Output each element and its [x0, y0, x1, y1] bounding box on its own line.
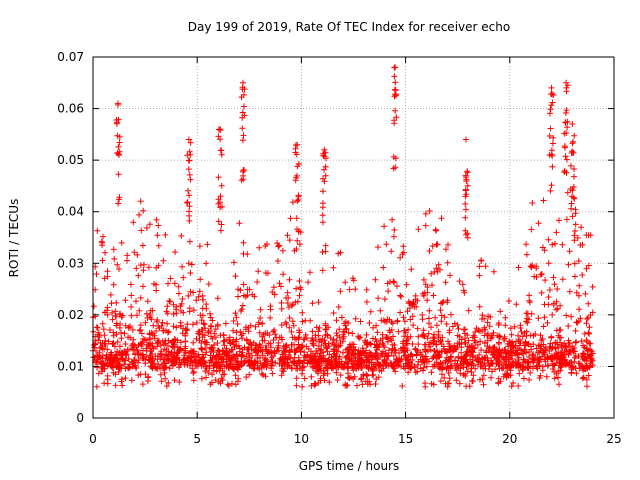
- y-tick-label: 0.05: [57, 153, 84, 167]
- y-tick-label: 0: [76, 411, 84, 425]
- y-tick-label: 0.03: [57, 256, 84, 270]
- chart-title: Day 199 of 2019, Rate Of TEC Index for r…: [188, 20, 510, 34]
- plot-frame: [92, 56, 615, 419]
- axis-ticks: 0 5 10 15 20 25 0 0.01 0.02 0.03 0.04 0.05 0.06 0.07: [57, 50, 621, 446]
- x-tick-label: 25: [606, 432, 621, 446]
- x-tick-label: 5: [193, 432, 201, 446]
- data-points: [90, 64, 596, 390]
- x-tick-label: 15: [398, 432, 413, 446]
- scatter-points: [90, 64, 596, 390]
- y-tick-label: 0.06: [57, 102, 84, 116]
- y-tick-label: 0.02: [57, 308, 84, 322]
- x-tick-label: 20: [502, 432, 517, 446]
- x-tick-label: 0: [89, 432, 97, 446]
- y-tick-label: 0.04: [57, 205, 84, 219]
- y-tick-label: 0.07: [57, 50, 84, 64]
- y-axis-label: ROTI / TECUs: [7, 199, 21, 278]
- y-tick-label: 0.01: [57, 359, 84, 373]
- x-axis-label: GPS time / hours: [299, 459, 400, 473]
- x-tick-label: 10: [294, 432, 309, 446]
